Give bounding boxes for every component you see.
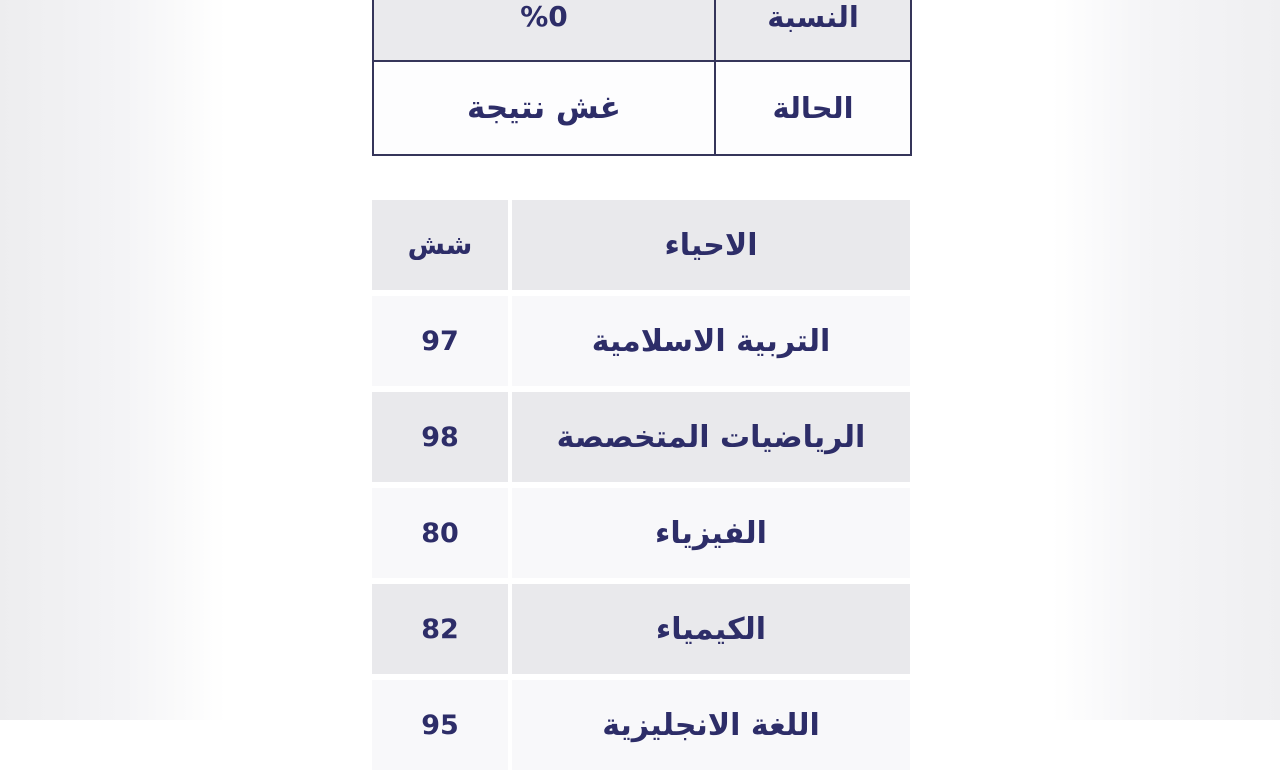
grade-subject: الفيزياء [655,515,767,551]
grade-subject: الكيمياء [655,611,767,647]
status-value: غش نتيجة [467,90,621,126]
summary-row-status: غش نتيجة الحالة [372,60,912,156]
percentage-value-cell: %0 [372,0,716,62]
right-edge-band [1052,0,1280,720]
percentage-label-cell: النسبة [714,0,912,62]
grade-score: شش [407,229,473,261]
status-value-cell: غش نتيجة [372,60,716,156]
grade-score-cell: 80 [372,488,508,578]
grade-subject-cell: الفيزياء [512,488,910,578]
results-page: { "summary": { "rows": [ { "label": "الن… [0,0,1280,743]
grade-subject-cell: الرياضيات المتخصصة [512,392,910,482]
grade-score-cell: 95 [372,680,508,770]
status-label: الحالة [772,91,854,125]
percentage-label: النسبة [767,0,859,34]
summary-row-percentage: %0 النسبة [372,0,912,62]
grade-subject-cell: التربية الاسلامية [512,296,910,386]
grade-score: 82 [421,613,459,645]
grade-score: 97 [421,325,459,357]
grade-subject-cell: الكيمياء [512,584,910,674]
left-edge-band [0,0,226,720]
grade-score: 80 [421,517,459,549]
grade-score-cell: 97 [372,296,508,386]
summary-table: %0 النسبة غش نتيجة الحالة [372,0,912,156]
grade-score-cell: 98 [372,392,508,482]
grades-table: شش الاحياء 97 التربية الاسلامية 98 الريا… [372,200,910,770]
grade-subject: التربية الاسلامية [591,323,831,359]
grade-score: 95 [421,709,459,741]
grade-subject: اللغة الانجليزية [602,707,820,743]
grade-subject-cell: اللغة الانجليزية [512,680,910,770]
grade-subject: الاحياء [664,227,758,263]
grade-score: 98 [421,421,459,453]
grade-score-cell: شش [372,200,508,290]
percentage-value: %0 [520,0,568,33]
grade-subject: الرياضيات المتخصصة [556,419,866,455]
grade-score-cell: 82 [372,584,508,674]
status-label-cell: الحالة [714,60,912,156]
grade-subject-cell: الاحياء [512,200,910,290]
